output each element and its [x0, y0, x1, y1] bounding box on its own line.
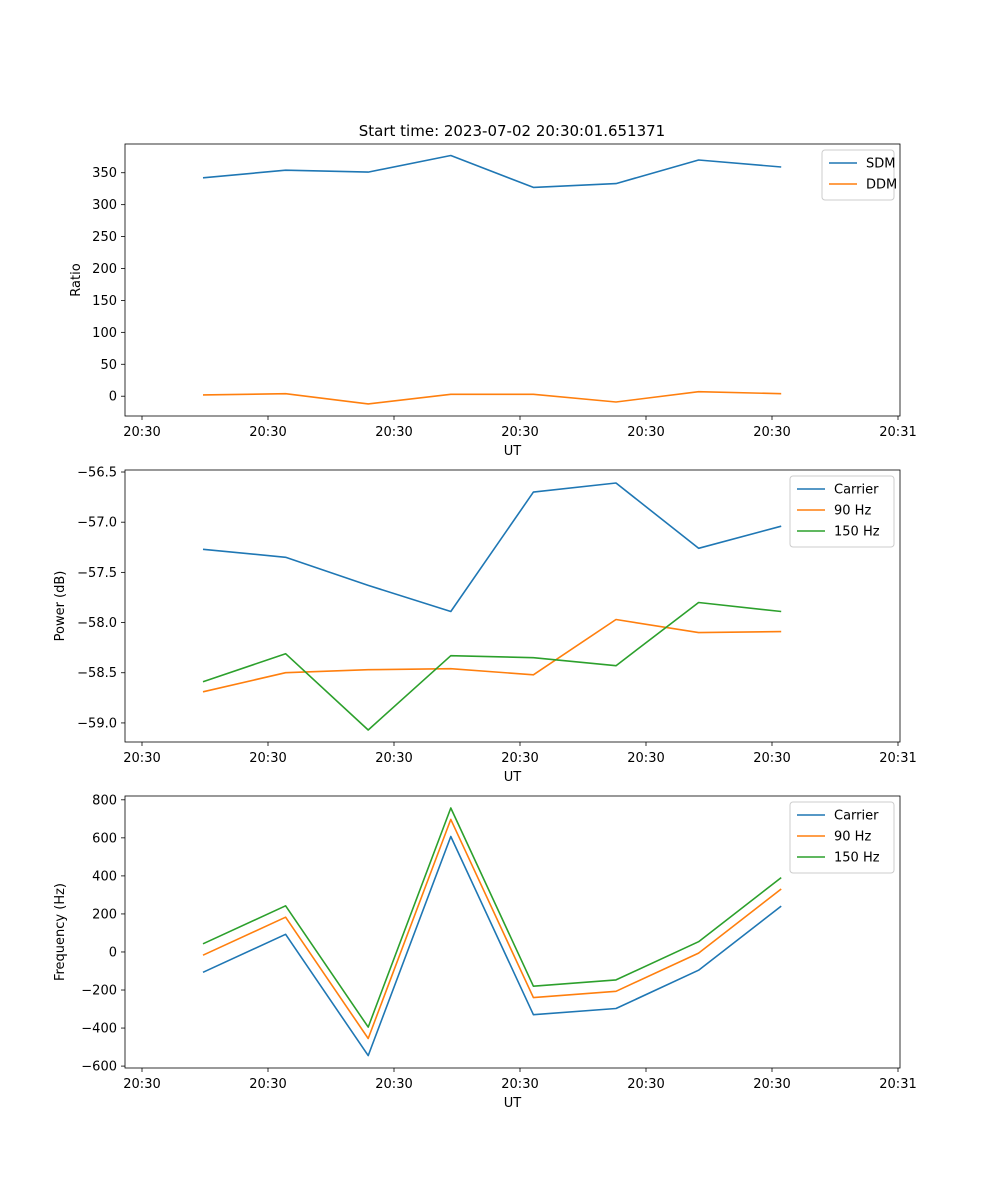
x-tick-label: 20:30: [501, 751, 538, 766]
y-tick-label: 200: [92, 262, 117, 277]
panels: 20:30 20:30 20:30 20:30 20:30 20:30 20:31 0 50 10…: [53, 143, 917, 1111]
x-tick-label: 20:30: [501, 1077, 538, 1092]
series-line-90-hz: [202, 618, 782, 693]
y-tick-label: −58.5: [77, 666, 117, 681]
x-axis-label: UT: [504, 770, 522, 785]
y-tick-label: 50: [100, 358, 117, 373]
legend-entry: Carrier: [834, 809, 879, 824]
axes-frame: [124, 143, 901, 417]
series-line-90-hz: [202, 818, 782, 1040]
y-tick-label: 800: [92, 793, 117, 808]
legend-entry: Carrier: [834, 483, 879, 498]
axes-frame: [124, 795, 901, 1069]
x-tick-label: 20:30: [627, 751, 664, 766]
y-tick-label: 600: [92, 831, 117, 846]
y-tick-label: 0: [109, 390, 117, 405]
x-tick-label: 20:31: [879, 751, 916, 766]
x-axis-label: UT: [504, 1096, 522, 1111]
y-tick-label: −59.0: [77, 716, 117, 731]
x-tick-label: 20:31: [879, 1077, 916, 1092]
series-line-carrier: [202, 482, 782, 613]
legend-box: [789, 475, 895, 548]
series-line-sdm: [202, 154, 782, 189]
x-tick-label: 20:30: [627, 425, 664, 440]
x-tick-label: 20:30: [375, 425, 412, 440]
y-tick-label: −400: [81, 1022, 117, 1037]
axes-frame: [124, 469, 901, 743]
y-tick-label: 150: [92, 294, 117, 309]
legend-entry: 90 Hz: [834, 830, 871, 845]
legend-entry: 90 Hz: [834, 504, 871, 519]
x-tick-label: 20:31: [879, 425, 916, 440]
x-tick-label: 20:30: [501, 425, 538, 440]
chart-panel-3: 20:30 20:30 20:30 20:30 20:30 20:30 20:31 −600 −…: [53, 793, 917, 1111]
x-tick-label: 20:30: [249, 425, 286, 440]
y-tick-label: 300: [92, 198, 117, 213]
x-tick-label: 20:30: [123, 751, 160, 766]
y-axis-label: Frequency (Hz): [53, 883, 68, 981]
y-tick-label: 400: [92, 869, 117, 884]
x-tick-label: 20:30: [123, 1077, 160, 1092]
y-tick-label: 200: [92, 907, 117, 922]
x-tick-label: 20:30: [123, 425, 160, 440]
legend-entry: SDM: [866, 157, 895, 172]
legend: SDM DDM: [821, 149, 897, 201]
y-tick-label: −57.0: [77, 516, 117, 531]
figure-title: Start time: 2023-07-02 20:30:01.651371: [359, 122, 665, 140]
x-axis-label: UT: [504, 444, 522, 459]
legend-entry: 150 Hz: [834, 525, 880, 540]
x-tick-label: 20:30: [627, 1077, 664, 1092]
y-tick-label: 350: [92, 166, 117, 181]
legend-box: [789, 801, 895, 874]
y-axis-label: Ratio: [69, 263, 84, 296]
x-tick-label: 20:30: [249, 751, 286, 766]
x-tick-label: 20:30: [375, 751, 412, 766]
series-line-150-hz: [202, 807, 782, 1028]
y-tick-label: −58.0: [77, 616, 117, 631]
series-line-ddm: [202, 390, 782, 405]
x-tick-label: 20:30: [753, 751, 790, 766]
legend: Carrier 90 Hz 150 Hz: [789, 801, 895, 874]
y-tick-label: −57.5: [77, 566, 117, 581]
y-tick-label: −600: [81, 1060, 117, 1075]
series-line-carrier: [202, 835, 782, 1057]
x-tick-label: 20:30: [375, 1077, 412, 1092]
chart-panel-1: 20:30 20:30 20:30 20:30 20:30 20:30 20:31 0 50 10…: [69, 143, 917, 459]
y-tick-label: 0: [109, 945, 117, 960]
chart-panel-2: 20:30 20:30 20:30 20:30 20:30 20:30 20:31 −59.0…: [53, 466, 917, 785]
y-tick-label: 250: [92, 230, 117, 245]
legend: Carrier 90 Hz 150 Hz: [789, 475, 895, 548]
x-tick-label: 20:30: [753, 425, 790, 440]
y-tick-label: −56.5: [77, 466, 117, 481]
legend-entry: 150 Hz: [834, 851, 880, 866]
legend-entry: DDM: [866, 178, 897, 193]
series-line-150-hz: [202, 601, 782, 731]
y-tick-label: 100: [92, 326, 117, 341]
y-tick-label: −200: [81, 984, 117, 999]
y-axis-label: Power (dB): [53, 571, 68, 642]
x-tick-label: 20:30: [753, 1077, 790, 1092]
x-tick-label: 20:30: [249, 1077, 286, 1092]
